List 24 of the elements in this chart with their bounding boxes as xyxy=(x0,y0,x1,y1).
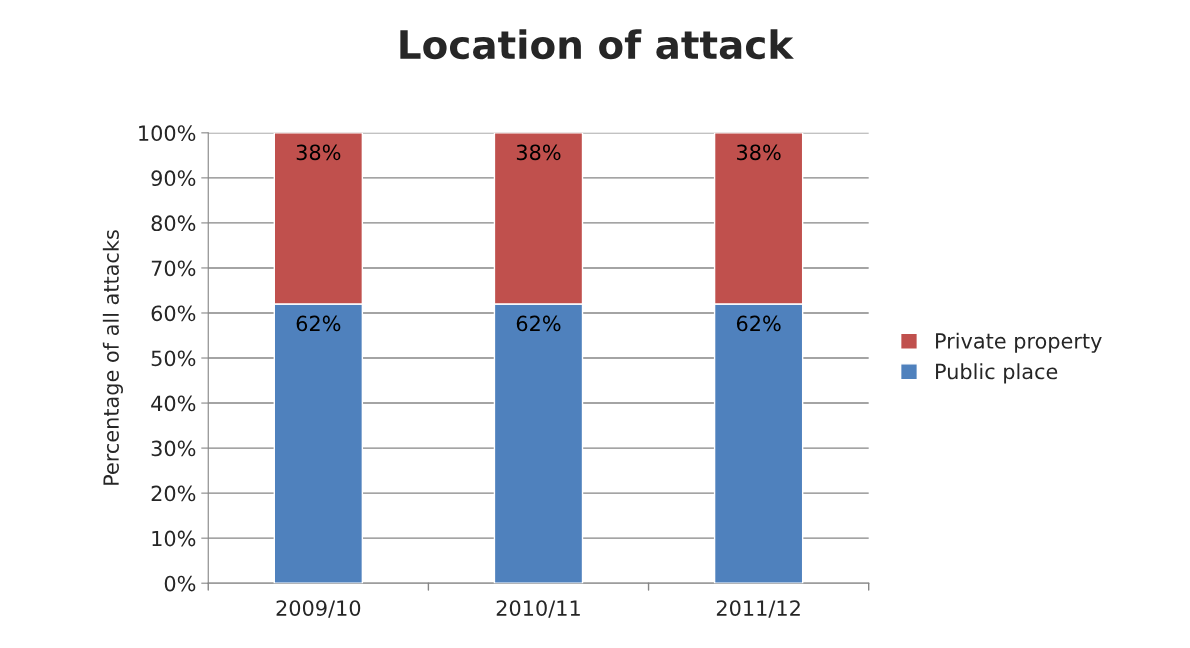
y-tick-label: 50% xyxy=(151,350,196,367)
y-axis-title: Percentage of all attacks xyxy=(102,230,123,485)
data-label: 38% xyxy=(737,144,781,161)
data-label: 62% xyxy=(296,315,341,332)
x-tick-label: 2011/12 xyxy=(716,600,800,618)
y-tick-label: 0% xyxy=(164,575,196,592)
data-label: 38% xyxy=(516,144,561,161)
y-tick-label: 100% xyxy=(139,125,196,142)
y-tick-label: 10% xyxy=(152,530,196,547)
y-tick-label: 80% xyxy=(151,215,196,232)
y-tick-label: 30% xyxy=(151,440,196,457)
y-tick-label: 20% xyxy=(151,485,196,502)
x-tick-label: 2010/11 xyxy=(496,600,580,618)
y-tick-label: 70% xyxy=(151,260,196,277)
y-tick-label: 60% xyxy=(151,305,196,322)
chart-title: Location of attack xyxy=(400,29,794,60)
legend-label: Public place xyxy=(936,363,1058,384)
x-tick-label: 2009/10 xyxy=(276,600,361,618)
y-tick-label: 90% xyxy=(151,170,196,187)
y-tick-label: 40% xyxy=(151,395,196,412)
data-label: 62% xyxy=(516,315,561,332)
legend-label: Private property xyxy=(936,332,1102,353)
data-label: 62% xyxy=(736,315,781,332)
data-label: 38% xyxy=(296,144,341,161)
